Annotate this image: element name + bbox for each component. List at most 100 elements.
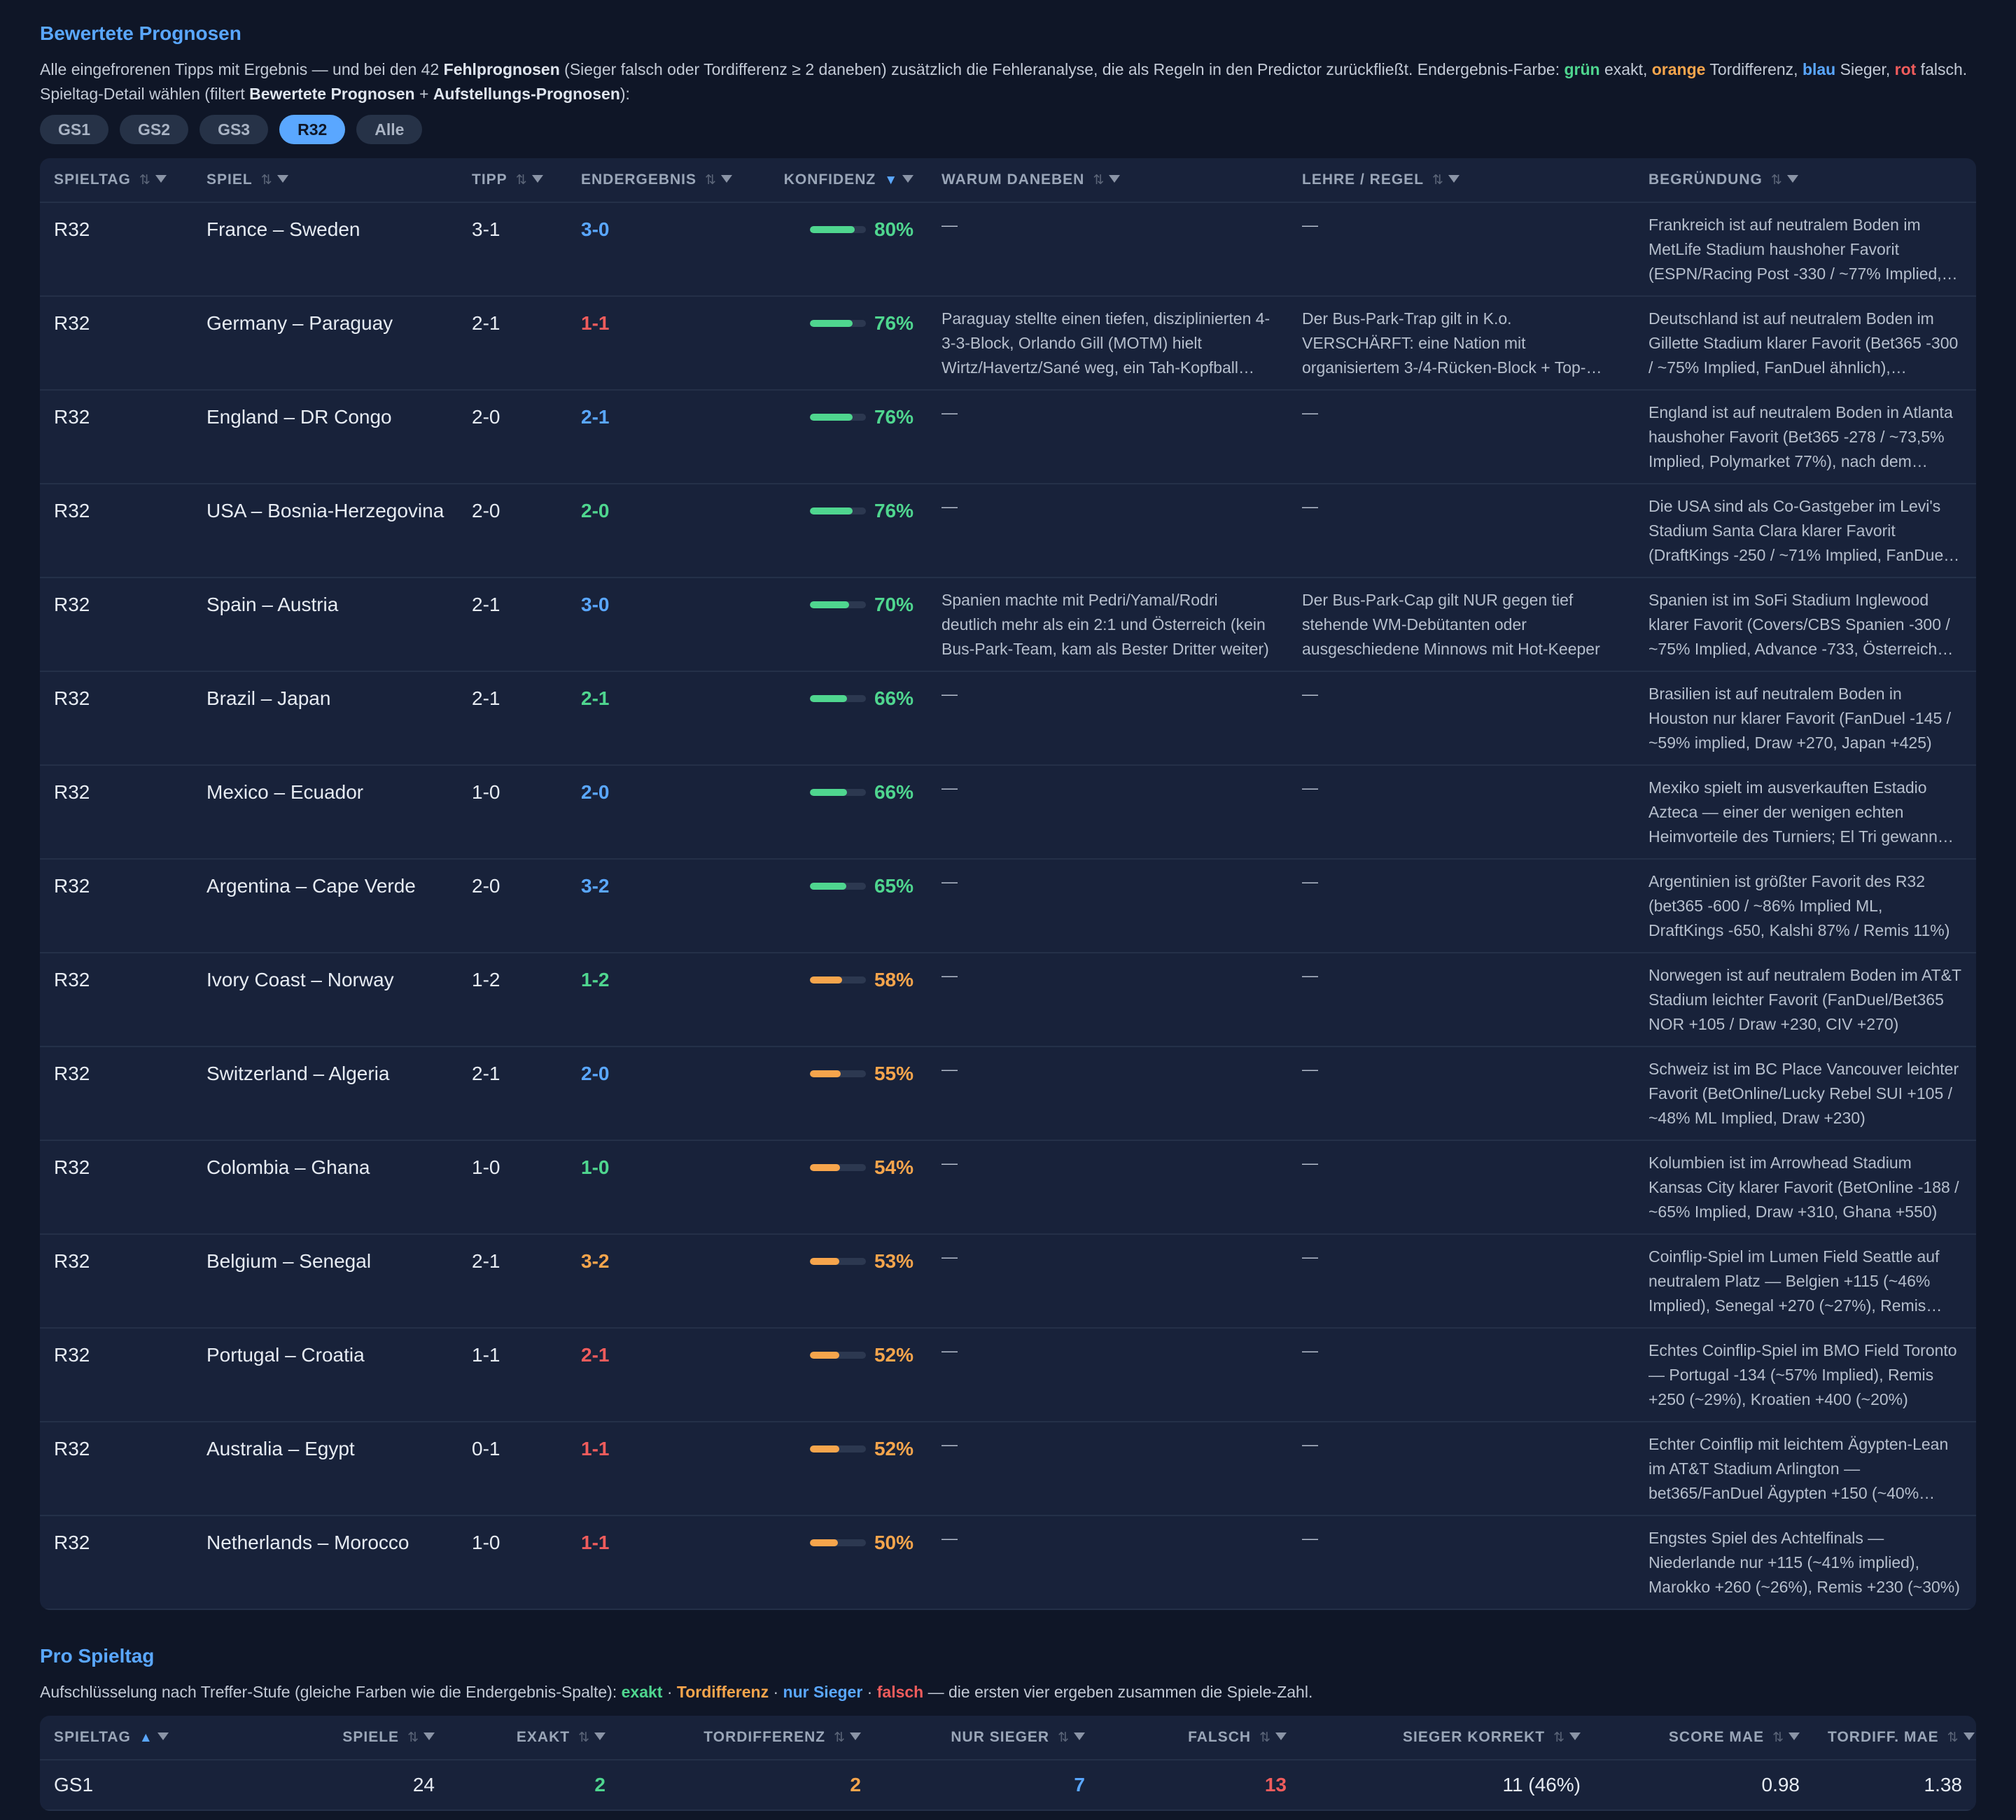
sort-icon[interactable]: ⇅	[578, 1730, 590, 1745]
column-header-nur-sieger[interactable]: NUR SIEGER ⇅	[875, 1716, 1099, 1760]
table-row[interactable]: R32 Belgium – Senegal 2-1 3-2 53% — — Coinflip-…	[40, 1234, 1976, 1329]
pill-gs2[interactable]: GS2	[120, 115, 189, 144]
cell-begruendung-text: Argentinien ist größter Favorit des R32 …	[1648, 872, 1950, 939]
column-header-begründung[interactable]: BEGRÜNDUNG ⇅	[1634, 158, 1976, 203]
filter-icon[interactable]	[157, 1732, 169, 1740]
pill-gs3[interactable]: GS3	[200, 115, 269, 144]
sort-icon[interactable]: ⇅	[515, 173, 528, 188]
column-header-spieltag[interactable]: SPIELTAG ⇅	[40, 158, 192, 203]
cell-tordiff: 2	[620, 1760, 875, 1811]
column-header-score-mae[interactable]: SCORE MAE ⇅	[1595, 1716, 1814, 1760]
column-header-endergebnis[interactable]: ENDERGEBNIS ⇅	[567, 158, 760, 203]
cell-begruendung: Engstes Spiel des Achtelfinals — Niederl…	[1634, 1516, 1976, 1610]
table-row[interactable]: R32 England – DR Congo 2-0 2-1 76% — — England …	[40, 390, 1976, 484]
table-row[interactable]: R32 Argentina – Cape Verde 2-0 3-2 65% — — Arge…	[40, 859, 1976, 953]
table-row[interactable]: R32 Portugal – Croatia 1-1 2-1 52% — — Echtes C…	[40, 1328, 1976, 1422]
column-header-lehre-regel[interactable]: LEHRE / REGEL ⇅	[1288, 158, 1634, 203]
column-header-tordiff-mae[interactable]: TORDIFF. MAE ⇅	[1814, 1716, 1976, 1760]
filter-icon[interactable]	[1569, 1732, 1581, 1740]
table-row[interactable]: R32 Spain – Austria 2-1 3-0 70% Spanien macht…	[40, 578, 1976, 672]
table-row[interactable]: R32 Ivory Coast – Norway 1-2 1-2 58% — — Norweg…	[40, 953, 1976, 1047]
sort-icon[interactable]: ⇅	[139, 173, 151, 188]
column-header-sieger-korrekt[interactable]: SIEGER KORREKT ⇅	[1301, 1716, 1595, 1760]
sort-icon[interactable]: ⇅	[1259, 1730, 1271, 1745]
filter-hint: Spieltag-Detail wählen (filtert Bewertet…	[40, 85, 630, 103]
filter-icon[interactable]	[720, 174, 732, 183]
pill-alle[interactable]: Alle	[356, 115, 423, 144]
column-label: LEHRE / REGEL	[1302, 172, 1424, 188]
filter-icon[interactable]	[424, 1732, 435, 1740]
filter-icon[interactable]	[850, 1732, 861, 1740]
cell-warum-daneben-text: —	[941, 685, 958, 703]
table-row[interactable]: GS1 24 2 2 7 13 11 (46%) 0.98 1.38	[40, 1760, 1976, 1811]
filter-icon[interactable]	[531, 174, 543, 183]
sort-icon[interactable]: ⇅	[407, 1730, 419, 1745]
filter-icon[interactable]	[276, 174, 288, 183]
confidence-meter: 58%	[774, 969, 913, 991]
sort-desc-icon[interactable]: ▼	[884, 173, 898, 188]
column-header-spiele[interactable]: SPIELE ⇅	[250, 1716, 449, 1760]
pill-gs1[interactable]: GS1	[40, 115, 109, 144]
cell-spiel: Colombia – Ghana	[192, 1140, 458, 1235]
filter-icon[interactable]	[1109, 174, 1121, 183]
confidence-value: 70%	[874, 594, 913, 615]
table-row[interactable]: R32 Brazil – Japan 2-1 2-1 66% — — Brasilien is…	[40, 671, 1976, 766]
cell-tipp: 2-1	[458, 296, 567, 391]
cell-spiel: Brazil – Japan	[192, 671, 458, 766]
cell-konfidenz: 66%	[760, 671, 927, 766]
cell-begruendung: Echtes Coinflip-Spiel im BMO Field Toron…	[1634, 1328, 1976, 1422]
sort-icon[interactable]: ⇅	[834, 1730, 846, 1745]
column-header-spiel[interactable]: SPIEL ⇅	[192, 158, 458, 203]
column-header-konfidenz[interactable]: KONFIDENZ ▼	[760, 158, 927, 203]
table-row[interactable]: R32 Australia – Egypt 0-1 1-1 52% — — Echter Co…	[40, 1422, 1976, 1516]
filter-icon[interactable]	[1786, 174, 1798, 183]
confidence-meter: 80%	[774, 218, 913, 241]
table-row[interactable]: R32 Mexico – Ecuador 1-0 2-0 66% — — Mexiko spi…	[40, 765, 1976, 860]
sort-icon[interactable]: ⇅	[1093, 173, 1105, 188]
cell-warum-daneben-text: —	[941, 403, 958, 421]
filter-icon[interactable]	[1448, 174, 1460, 183]
column-header-tipp[interactable]: TIPP ⇅	[458, 158, 567, 203]
table-row[interactable]: R32 Netherlands – Morocco 1-0 1-1 50% — — Engst…	[40, 1516, 1976, 1610]
sort-icon[interactable]: ⇅	[1947, 1730, 1959, 1745]
cell-lehre-regel-text: Der Bus-Park-Trap gilt in K.o. VERSCHÄRF…	[1302, 309, 1586, 377]
sort-icon[interactable]: ⇅	[1772, 1730, 1784, 1745]
cell-begruendung: Frankreich ist auf neutralem Boden im Me…	[1634, 202, 1976, 297]
sort-icon[interactable]: ⇅	[705, 173, 717, 188]
confidence-meter: 65%	[774, 875, 913, 897]
sort-icon[interactable]: ⇅	[1770, 173, 1783, 188]
cell-warum-daneben: —	[927, 953, 1288, 1047]
column-header-spieltag[interactable]: SPIELTAG ▲	[40, 1716, 250, 1760]
sort-icon[interactable]: ⇅	[1432, 173, 1444, 188]
filter-icon[interactable]	[155, 174, 167, 183]
table-row[interactable]: R32 USA – Bosnia-Herzegovina 2-0 2-0 76% — — Di…	[40, 484, 1976, 578]
filter-icon[interactable]	[1788, 1732, 1800, 1740]
table-row[interactable]: R32 France – Sweden 3-1 3-0 80% — — Frankreich …	[40, 202, 1976, 297]
cell-endergebnis: 1-0	[567, 1140, 760, 1235]
pill-r32[interactable]: R32	[279, 115, 346, 144]
cell-warum-daneben-text: —	[941, 1060, 958, 1078]
filter-icon[interactable]	[1275, 1732, 1287, 1740]
column-header-exakt[interactable]: EXAKT ⇅	[449, 1716, 620, 1760]
cell-begruendung: Coinflip-Spiel im Lumen Field Seattle au…	[1634, 1234, 1976, 1329]
table-row[interactable]: R32 Germany – Paraguay 2-1 1-1 76% Paraguay s…	[40, 296, 1976, 391]
cell-spiel: England – DR Congo	[192, 390, 458, 484]
confidence-bar	[810, 1446, 866, 1452]
sort-icon[interactable]: ⇅	[1553, 1730, 1565, 1745]
column-header-tordifferenz[interactable]: TORDIFFERENZ ⇅	[620, 1716, 875, 1760]
table-row[interactable]: R32 Colombia – Ghana 1-0 1-0 54% — — Kolumbien …	[40, 1140, 1976, 1235]
column-label: WARUM DANEBEN	[941, 172, 1085, 188]
filter-icon[interactable]	[594, 1732, 606, 1740]
confidence-bar-fill	[810, 414, 853, 421]
sort-asc-icon[interactable]: ▲	[139, 1730, 153, 1745]
filter-icon[interactable]	[1074, 1732, 1085, 1740]
filter-icon[interactable]	[902, 174, 913, 183]
column-header-warum-daneben[interactable]: WARUM DANEBEN ⇅	[927, 158, 1288, 203]
cell-lehre-regel-text: —	[1302, 872, 1318, 890]
filter-icon[interactable]	[1963, 1732, 1975, 1740]
sort-icon[interactable]: ⇅	[1058, 1730, 1070, 1745]
table-row[interactable]: R32 Switzerland – Algeria 2-1 2-0 55% — — Schwe…	[40, 1046, 1976, 1141]
sort-icon[interactable]: ⇅	[260, 173, 273, 188]
column-label: NUR SIEGER	[951, 1729, 1050, 1745]
column-header-falsch[interactable]: FALSCH ⇅	[1099, 1716, 1301, 1760]
